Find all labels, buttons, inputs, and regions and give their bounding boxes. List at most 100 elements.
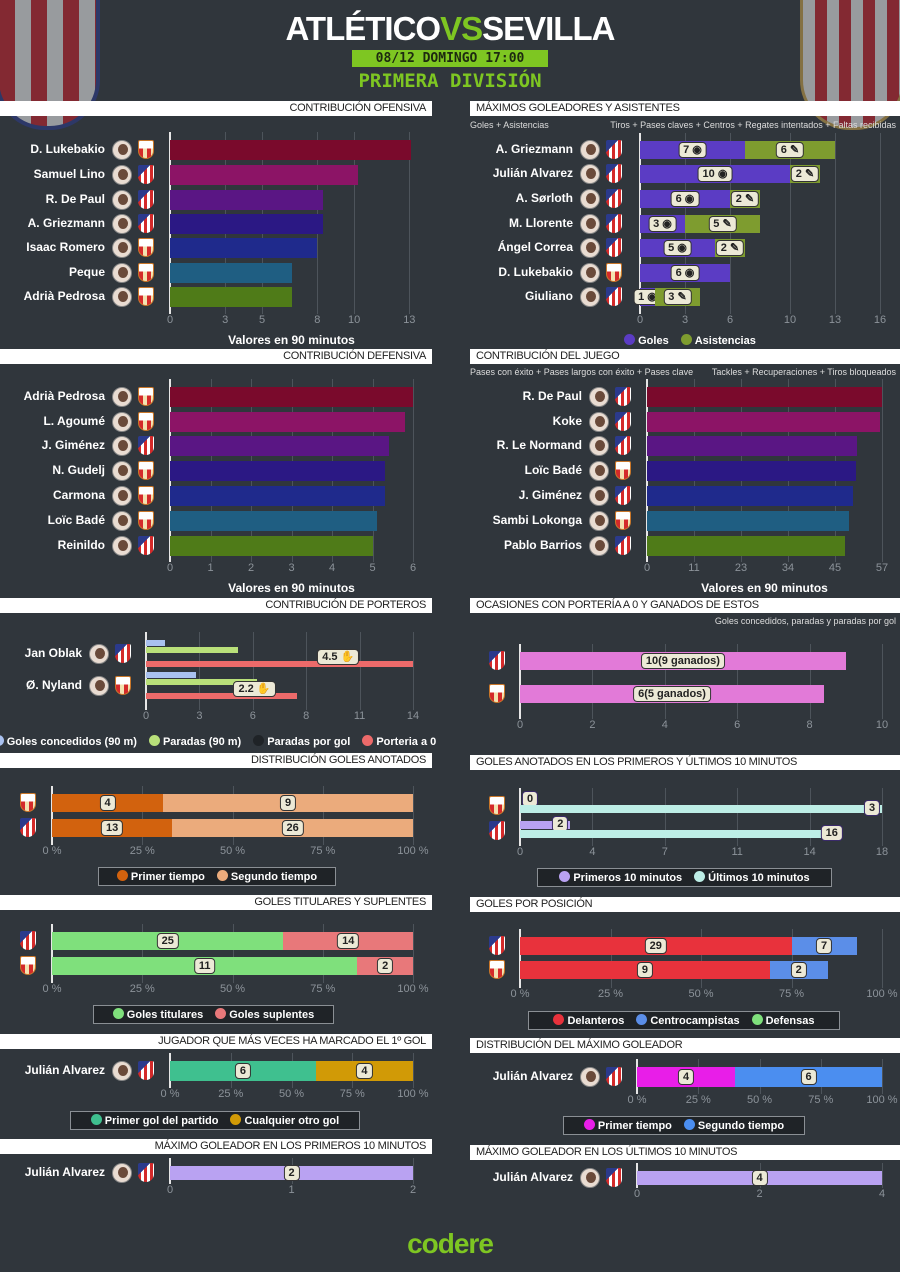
bar-value-label: 6 ✎ — [775, 142, 805, 158]
bar-value-label: 10 ◉ — [697, 166, 733, 182]
axis-tick-label: 10 — [875, 719, 889, 731]
player-name: A. Griezmann — [495, 142, 573, 156]
legend-swatch — [694, 871, 706, 882]
section-title: JUGADOR QUE MÁS VECES HA MARCADO EL 1º G… — [0, 1034, 432, 1049]
legend-label: Goles concedidos (90 m) — [6, 736, 137, 748]
atletico-crest-icon — [606, 189, 622, 208]
gridline — [354, 132, 356, 314]
bar-value-label: 9 — [636, 962, 653, 978]
atletico-crest-icon — [606, 214, 622, 233]
axis-tick-label: 10 — [347, 314, 361, 326]
axis-tick-label: 0 % — [42, 845, 62, 857]
atletico-crest-icon — [138, 1163, 154, 1182]
legend-item: Últimos 10 minutos — [694, 871, 810, 884]
axis-tick-label: 45 — [828, 562, 842, 574]
axis-tick-label: 0 % — [160, 1088, 180, 1100]
player-avatar — [580, 214, 600, 234]
bar-value-label: 1 ◉ — [633, 289, 662, 305]
player-avatar — [89, 644, 109, 664]
gridline — [413, 1053, 414, 1088]
legend-swatch — [751, 1014, 763, 1025]
legend-swatch — [636, 1014, 648, 1025]
player-name: L. Agoumé — [43, 414, 105, 428]
sevilla-crest-icon — [489, 960, 505, 979]
gridline — [592, 788, 594, 846]
gridline — [882, 788, 883, 846]
axis-tick-label: 2 — [756, 1188, 763, 1200]
sevilla-crest-icon — [615, 511, 631, 530]
section-subtitle: Tackles + Recuperaciones + Tiros bloquea… — [711, 367, 896, 377]
player-avatar — [580, 140, 600, 160]
atletico-crest-icon — [138, 214, 154, 233]
atletico-crest-icon — [20, 931, 36, 950]
bar — [170, 536, 373, 556]
axis-baseline — [519, 788, 521, 846]
bar — [647, 536, 845, 556]
player-avatar — [112, 140, 132, 160]
legend-label: Cualquier otro gol — [244, 1115, 340, 1127]
legend: Primer tiempo Segundo tiempo — [98, 867, 336, 886]
bar-paradas-90-m- — [146, 679, 257, 685]
gridline — [737, 644, 739, 719]
atletico-crest-icon — [606, 238, 622, 257]
bar-value-label: 6(5 ganados) — [633, 686, 711, 702]
axis-tick-label: 18 — [875, 846, 889, 858]
player-avatar — [589, 436, 609, 456]
gridline — [232, 786, 234, 845]
player-name: Peque — [68, 265, 105, 279]
sevilla-crest-icon — [138, 238, 154, 257]
axis-tick-label: 1 — [207, 562, 214, 574]
legend: Goles concedidos (90 m) Paradas (90 m) Par… — [0, 732, 437, 751]
bar-primeros-10-minutos — [520, 821, 571, 829]
axis-tick-label: 0 — [633, 1188, 641, 1200]
player-avatar — [112, 387, 132, 407]
atletico-crest-icon — [606, 287, 622, 306]
axis-label: Valores en 90 minutos — [228, 581, 355, 595]
atletico-crest-icon — [138, 536, 154, 555]
section-title: DISTRIBUCIÓN GOLES ANOTADOS — [0, 753, 432, 768]
legend-label: Goles suplentes — [229, 1009, 315, 1021]
legend-item: Porteria a 0 — [362, 735, 436, 748]
axis-tick-label: 25 % — [685, 1094, 711, 1106]
legend-label: Segundo tiempo — [697, 1120, 785, 1132]
player-name: N. Gudelj — [52, 463, 105, 477]
player-avatar — [112, 263, 132, 283]
legend-item: Primer tiempo — [583, 1119, 672, 1132]
gridline — [882, 1059, 883, 1094]
atletico-crest-icon — [615, 486, 631, 505]
axis-tick-label: 34 — [781, 562, 795, 574]
player-avatar — [589, 387, 609, 407]
axis-tick-label: 6 — [734, 719, 741, 731]
axis-tick-label: 16 — [873, 314, 887, 326]
player-avatar — [112, 287, 132, 307]
player-name: Isaac Romero — [26, 240, 105, 254]
bar — [170, 287, 292, 307]
legend: Goles Asistencias — [595, 331, 785, 350]
axis-tick-label: 75 % — [778, 988, 805, 1000]
legend-swatch — [90, 1114, 102, 1125]
player-name: Adrià Pedrosa — [23, 289, 105, 303]
axis-tick-label: 100 % — [397, 983, 429, 995]
axis-tick-label: 14 — [406, 710, 420, 722]
sevilla-crest-icon — [138, 387, 154, 406]
legend-label: Delanteros — [567, 1015, 625, 1027]
gridline — [664, 788, 666, 846]
axis-tick-label: 4 — [878, 1188, 886, 1200]
atletico-crest-icon — [489, 651, 505, 670]
player-avatar — [589, 412, 609, 432]
axis-baseline — [51, 924, 53, 983]
section-title: GOLES ANOTADOS EN LOS PRIMEROS Y ÚLTIMOS… — [470, 755, 900, 770]
legend-item: Defensas — [751, 1014, 815, 1027]
axis-baseline — [519, 929, 521, 988]
axis-tick-label: 57 — [875, 562, 889, 574]
sevilla-crest-icon — [20, 793, 36, 812]
legend-item: Goles suplentes — [215, 1008, 314, 1021]
atletico-crest-icon — [615, 436, 631, 455]
bar — [170, 190, 323, 210]
gridline — [882, 1163, 883, 1188]
bar--ltimos-10-minutos — [520, 805, 882, 813]
legend-item: Cualquier otro gol — [230, 1114, 339, 1127]
axis-tick-label: 100 % — [397, 1088, 429, 1100]
bar-goles-concedidos-90-m- — [146, 640, 166, 646]
bar-value-label: 29 — [644, 938, 667, 954]
